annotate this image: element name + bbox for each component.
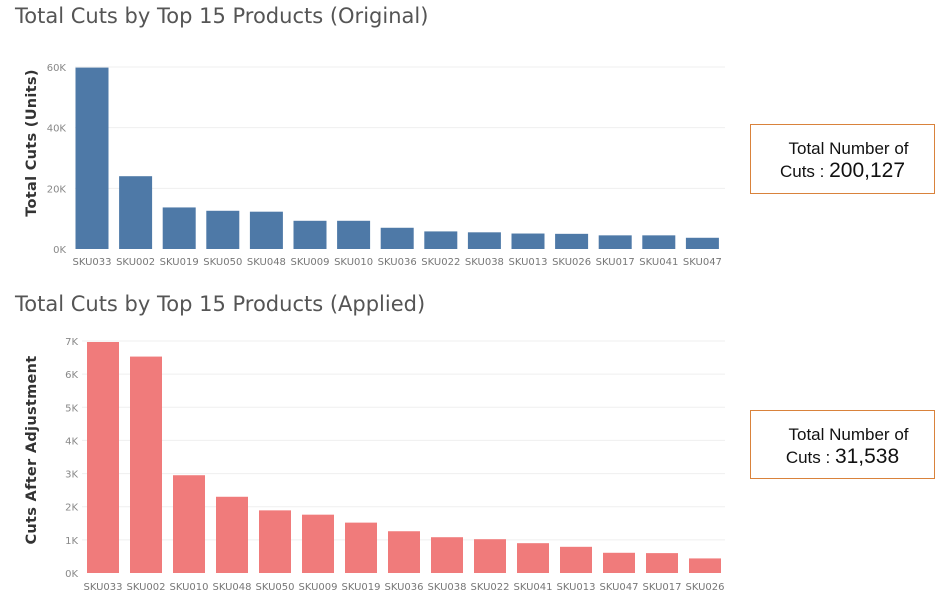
bar-sku041[interactable] <box>642 235 676 249</box>
bar-sku013[interactable] <box>511 233 545 249</box>
bar-sku048[interactable] <box>216 496 248 573</box>
x-tick-label: SKU026 <box>685 582 724 593</box>
kpi-card-original: Total Number of Cuts : 200,127 <box>750 124 935 194</box>
bar-sku050[interactable] <box>206 210 240 249</box>
x-tick-label: SKU038 <box>427 582 466 593</box>
x-tick-label: SKU047 <box>683 257 722 268</box>
x-tick-label: SKU048 <box>212 582 251 593</box>
x-tick-label: SKU048 <box>247 257 286 268</box>
bar-sku010[interactable] <box>337 220 371 249</box>
bar-sku022[interactable] <box>424 231 458 249</box>
kpi-label: Total Number of <box>788 139 909 158</box>
kpi-label: Total Number of <box>788 425 909 444</box>
bar-sku036[interactable] <box>388 531 420 573</box>
chart-title-applied: Total Cuts by Top 15 Products (Applied) <box>15 292 426 316</box>
kpi-prefix: Cuts : <box>779 162 830 181</box>
y-tick-label: 20K <box>47 184 67 195</box>
y-axis-title: Total Cuts (Units) <box>24 69 40 217</box>
kpi-value: 200,127 <box>829 159 906 182</box>
x-tick-label: SKU033 <box>83 582 122 593</box>
x-tick-label: SKU041 <box>513 582 552 593</box>
y-tick-label: 3K <box>65 470 78 481</box>
x-tick-label: SKU010 <box>169 582 208 593</box>
x-tick-label: SKU009 <box>290 257 329 268</box>
x-tick-label: SKU022 <box>421 257 460 268</box>
bar-sku038[interactable] <box>467 232 501 249</box>
chart-title-original: Total Cuts by Top 15 Products (Original) <box>15 4 429 28</box>
x-tick-label: SKU013 <box>508 257 547 268</box>
x-tick-label: SKU050 <box>203 257 242 268</box>
x-tick-label: SKU022 <box>470 582 509 593</box>
x-tick-label: SKU019 <box>341 582 380 593</box>
x-tick-label: SKU010 <box>334 257 373 268</box>
bar-sku036[interactable] <box>380 227 414 249</box>
bar-sku009[interactable] <box>293 220 327 249</box>
kpi-value-line: Cuts : 200,127 <box>751 159 934 183</box>
x-tick-label: SKU009 <box>298 582 337 593</box>
bar-sku038[interactable] <box>431 537 463 573</box>
y-axis-title: Cuts After Adjustment <box>24 355 40 544</box>
x-tick-label: SKU036 <box>378 257 417 268</box>
x-tick-label: SKU033 <box>72 257 111 268</box>
y-tick-label: 5K <box>65 403 78 414</box>
bar-sku033[interactable] <box>75 67 109 250</box>
bar-sku022[interactable] <box>474 539 506 573</box>
y-tick-label: 2K <box>65 503 78 514</box>
y-tick-label: 1K <box>65 536 78 547</box>
y-tick-label: 0K <box>53 245 66 256</box>
bar-sku002[interactable] <box>119 176 153 249</box>
bar-sku047[interactable] <box>603 552 635 573</box>
kpi-card-applied: Total Number of Cuts : 31,538 <box>750 410 935 479</box>
bar-sku013[interactable] <box>560 546 592 573</box>
x-tick-label: SKU017 <box>642 582 681 593</box>
kpi-value: 31,538 <box>834 445 900 468</box>
bar-sku017[interactable] <box>646 553 678 573</box>
x-tick-label: SKU002 <box>126 582 165 593</box>
bar-sku017[interactable] <box>598 235 632 249</box>
bar-sku050[interactable] <box>259 510 291 573</box>
bar-sku026[interactable] <box>555 233 589 249</box>
y-tick-label: 0K <box>65 569 78 580</box>
kpi-prefix: Cuts : <box>785 448 835 467</box>
x-tick-label: SKU038 <box>465 257 504 268</box>
y-tick-label: 6K <box>65 370 78 381</box>
x-tick-label: SKU041 <box>639 257 678 268</box>
x-tick-label: SKU017 <box>596 257 635 268</box>
bar-sku033[interactable] <box>87 341 119 573</box>
x-tick-label: SKU036 <box>384 582 423 593</box>
x-tick-label: SKU050 <box>255 582 294 593</box>
x-tick-label: SKU002 <box>116 257 155 268</box>
y-tick-label: 7K <box>65 337 78 348</box>
bar-sku009[interactable] <box>302 514 334 573</box>
bar-sku048[interactable] <box>249 211 283 249</box>
bar-sku010[interactable] <box>173 475 205 573</box>
x-tick-label: SKU019 <box>160 257 199 268</box>
kpi-value-line: Cuts : 31,538 <box>751 445 934 469</box>
bar-sku047[interactable] <box>685 237 719 249</box>
x-tick-label: SKU047 <box>599 582 638 593</box>
y-tick-label: 4K <box>65 436 78 447</box>
y-tick-label: 40K <box>47 124 67 135</box>
bar-sku002[interactable] <box>130 356 162 573</box>
bar-sku026[interactable] <box>689 558 721 573</box>
bar-sku041[interactable] <box>517 543 549 573</box>
y-tick-label: 60K <box>47 63 67 74</box>
bar-sku019[interactable] <box>162 207 196 249</box>
x-tick-label: SKU026 <box>552 257 591 268</box>
bar-sku019[interactable] <box>345 522 377 573</box>
bar-chart-original: 0K 20K 40K 60K SKU033 SKU002 SKU019 SKU050 SKU04… <box>24 63 725 268</box>
x-tick-label: SKU013 <box>556 582 595 593</box>
